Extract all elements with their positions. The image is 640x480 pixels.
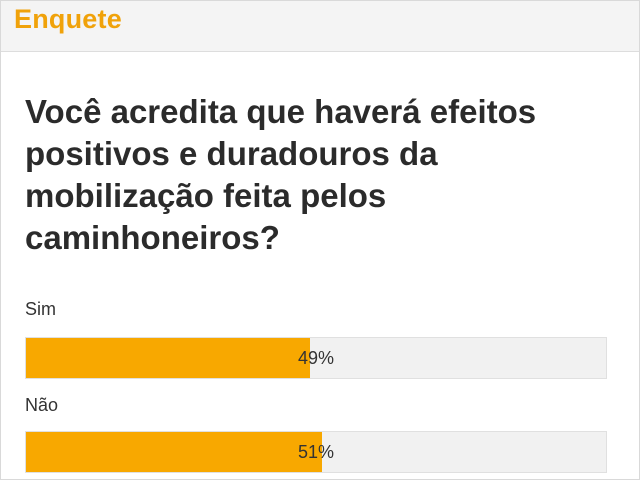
result-bar-fill-nao [26, 432, 322, 472]
result-percent-nao: 51% [297, 442, 335, 462]
result-bar-fill-sim [26, 338, 311, 378]
option-label-nao: Não [25, 395, 59, 415]
result-bar-sim: 49% [25, 337, 607, 379]
poll-title: Enquete [14, 4, 122, 34]
poll-header: Enquete [1, 1, 639, 52]
result-percent-sim: 49% [297, 348, 335, 368]
option-label-sim: Sim [25, 299, 56, 319]
result-bar-nao: 51% [25, 431, 607, 473]
poll-question: Você acredita que haverá efeitos positiv… [25, 93, 537, 256]
